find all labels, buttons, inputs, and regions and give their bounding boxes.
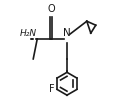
Text: H₂N: H₂N <box>19 29 36 38</box>
Text: F: F <box>49 84 55 94</box>
Text: O: O <box>47 4 55 14</box>
Text: N: N <box>63 28 71 38</box>
